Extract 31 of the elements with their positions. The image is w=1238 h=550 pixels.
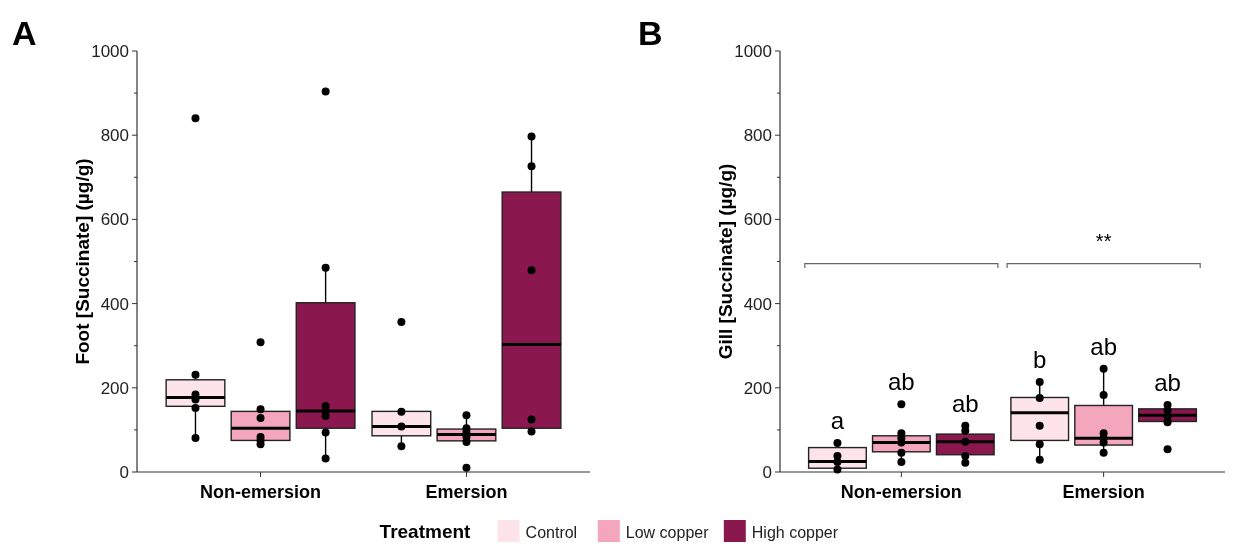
y-tick-label: 200 xyxy=(100,378,129,398)
text: ab xyxy=(1154,369,1181,397)
y-tick-label: 1000 xyxy=(734,41,772,61)
x-tick-label: Non-emersion xyxy=(840,482,962,502)
y-tick-label: 400 xyxy=(743,294,772,314)
y-tick-label: 1000 xyxy=(91,41,129,61)
y-tick-label: 400 xyxy=(100,294,129,314)
y-axis-title: Foot [Succinate] (µg/g) xyxy=(72,158,93,365)
y-tick-label: 0 xyxy=(119,462,129,482)
chart-title: B xyxy=(638,14,663,52)
y-tick-label: 800 xyxy=(100,126,129,146)
text: ab xyxy=(951,389,979,417)
text: ab xyxy=(1090,332,1117,360)
y-tick-label: 600 xyxy=(743,210,772,230)
chart-title: A xyxy=(12,14,37,52)
legend-label: High copper xyxy=(751,524,839,541)
legend-label: Control xyxy=(525,524,578,541)
y-tick-label: 200 xyxy=(743,378,772,398)
x-tick-label: Emersion xyxy=(1062,482,1145,502)
annotation: ** xyxy=(1095,230,1112,252)
y-tick-label: 800 xyxy=(743,126,772,146)
legend-label: Low copper xyxy=(625,524,710,541)
y-tick-label: 0 xyxy=(762,462,772,482)
x-tick-label: Non-emersion xyxy=(200,482,322,502)
y-tick-label: 600 xyxy=(100,210,129,230)
y-axis-title: Gill [Succinate] (µg/g) xyxy=(715,163,736,360)
text: ab xyxy=(888,368,915,396)
text: a xyxy=(830,406,845,434)
legend-title: Treatment xyxy=(379,521,472,542)
x-tick-label: Emersion xyxy=(425,482,508,502)
text: b xyxy=(1033,345,1047,373)
